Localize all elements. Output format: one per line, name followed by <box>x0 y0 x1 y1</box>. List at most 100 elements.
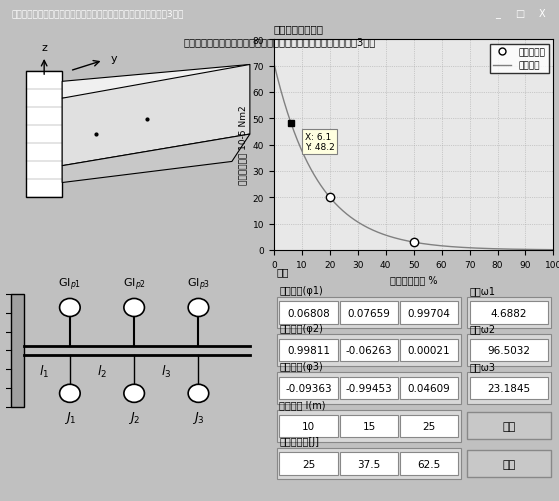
Text: 10: 10 <box>302 421 315 431</box>
刚度数据点 <box>326 195 333 201</box>
Bar <box>277 335 461 367</box>
Polygon shape <box>62 65 250 99</box>
Text: 机翼扭转刚度曲线: 机翼扭转刚度曲线 <box>274 24 324 34</box>
Circle shape <box>60 299 80 317</box>
Text: 37.5: 37.5 <box>357 458 381 468</box>
Text: 频率ω1: 频率ω1 <box>470 286 496 296</box>
Text: 输入: 输入 <box>277 267 289 277</box>
Bar <box>467 372 551 404</box>
Text: X: X <box>539 9 546 19</box>
Text: 96.5032: 96.5032 <box>487 346 530 356</box>
刚度曲线 <box>271 61 277 67</box>
Text: 0.07659: 0.07659 <box>348 308 390 318</box>
Bar <box>400 302 458 324</box>
Bar <box>280 452 338 475</box>
Bar <box>339 339 398 362</box>
Text: 25: 25 <box>302 458 315 468</box>
Circle shape <box>124 299 144 317</box>
Text: 振动模态(φ3): 振动模态(φ3) <box>280 361 323 371</box>
刚度曲线 <box>422 241 429 247</box>
Bar <box>400 377 458 399</box>
Bar <box>280 302 338 324</box>
Polygon shape <box>62 65 250 166</box>
刚度曲线 <box>543 247 550 253</box>
Text: -0.09363: -0.09363 <box>286 383 332 393</box>
Text: $J_3$: $J_3$ <box>192 409 205 425</box>
Bar <box>339 415 398 437</box>
Text: z: z <box>41 43 47 53</box>
Text: -0.99453: -0.99453 <box>345 383 392 393</box>
Bar <box>277 372 461 404</box>
Text: 0.99811: 0.99811 <box>287 346 330 356</box>
Text: 转动惯量矩[J]: 转动惯量矩[J] <box>280 436 320 446</box>
Circle shape <box>188 299 209 317</box>
Bar <box>277 410 461 442</box>
Bar <box>280 415 338 437</box>
Text: y: y <box>111 54 117 64</box>
Text: 0.00021: 0.00021 <box>408 346 451 356</box>
Bar <box>277 448 461 479</box>
刚度曲线 <box>405 238 411 244</box>
Text: 15: 15 <box>362 421 376 431</box>
Text: 振动模态(φ2): 振动模态(φ2) <box>280 324 323 334</box>
刚度曲线 <box>437 243 444 249</box>
Line: 刚度数据点: 刚度数据点 <box>326 194 418 247</box>
Text: $J_1$: $J_1$ <box>64 409 76 425</box>
Text: 4.6882: 4.6882 <box>490 308 527 318</box>
Y-axis label: 机翼扭转刚度 10-5 Nm2: 机翼扭转刚度 10-5 Nm2 <box>238 106 247 185</box>
Text: $l_3$: $l_3$ <box>161 363 172 379</box>
Text: $J_2$: $J_2$ <box>128 409 140 425</box>
Text: $l_1$: $l_1$ <box>39 363 49 379</box>
Polygon shape <box>62 135 250 183</box>
Polygon shape <box>11 295 23 407</box>
Bar <box>400 339 458 362</box>
Line: 刚度曲线: 刚度曲线 <box>274 64 553 250</box>
Text: 频率ω2: 频率ω2 <box>470 324 496 334</box>
Bar <box>400 452 458 475</box>
Text: _: _ <box>495 9 500 19</box>
Bar <box>339 377 398 399</box>
刚度曲线 <box>500 246 506 253</box>
Text: 0.99704: 0.99704 <box>408 308 451 318</box>
Text: 25: 25 <box>423 421 435 431</box>
Bar <box>470 377 548 399</box>
Text: $l_2$: $l_2$ <box>97 363 107 379</box>
Bar <box>400 415 458 437</box>
Circle shape <box>60 385 80 403</box>
Bar <box>280 339 338 362</box>
Text: 振动模态(φ1): 振动模态(φ1) <box>280 286 323 296</box>
Text: 0.04609: 0.04609 <box>408 383 451 393</box>
Bar <box>339 302 398 324</box>
Legend: 刚度数据点, 刚度曲线: 刚度数据点, 刚度曲线 <box>490 45 549 74</box>
刚度曲线 <box>550 247 557 253</box>
Text: 计算: 计算 <box>502 421 515 431</box>
Bar <box>470 302 548 324</box>
Text: 23.1845: 23.1845 <box>487 383 530 393</box>
Text: X: 6.1
Y: 48.2: X: 6.1 Y: 48.2 <box>305 133 335 152</box>
Text: 高散梁结构机翼扭转自由振动反推机翼结构刚度分布（单例机翼分3段）: 高散梁结构机翼扭转自由振动反推机翼结构刚度分布（单例机翼分3段） <box>11 10 183 18</box>
Polygon shape <box>26 72 62 198</box>
Bar <box>470 339 548 362</box>
Text: 0.06808: 0.06808 <box>287 308 330 318</box>
刚度数据点 <box>410 239 417 245</box>
Bar <box>280 377 338 399</box>
Text: □: □ <box>515 9 524 19</box>
Text: 高散梁结构机翼扭转自由振动反推机翼结构刚度分布（单例机翼分3段）: 高散梁结构机翼扭转自由振动反推机翼结构刚度分布（单例机翼分3段） <box>183 38 376 48</box>
Circle shape <box>188 385 209 403</box>
Bar <box>277 297 461 329</box>
Text: 返回: 返回 <box>502 458 515 468</box>
X-axis label: 机翼展向站位 %: 机翼展向站位 % <box>390 275 437 285</box>
Circle shape <box>124 385 144 403</box>
Text: GI$_{p3}$: GI$_{p3}$ <box>187 276 210 292</box>
刚度曲线 <box>403 238 410 244</box>
Text: GI$_{p1}$: GI$_{p1}$ <box>58 276 82 292</box>
Bar <box>467 450 551 477</box>
Text: -0.06263: -0.06263 <box>345 346 392 356</box>
Text: 62.5: 62.5 <box>418 458 440 468</box>
Bar <box>467 412 551 439</box>
Bar <box>339 452 398 475</box>
Text: GI$_{p2}$: GI$_{p2}$ <box>122 276 146 292</box>
Text: 频率ω3: 频率ω3 <box>470 361 496 371</box>
Bar <box>467 335 551 367</box>
Text: 翼段长度 l(m): 翼段长度 l(m) <box>280 399 326 409</box>
